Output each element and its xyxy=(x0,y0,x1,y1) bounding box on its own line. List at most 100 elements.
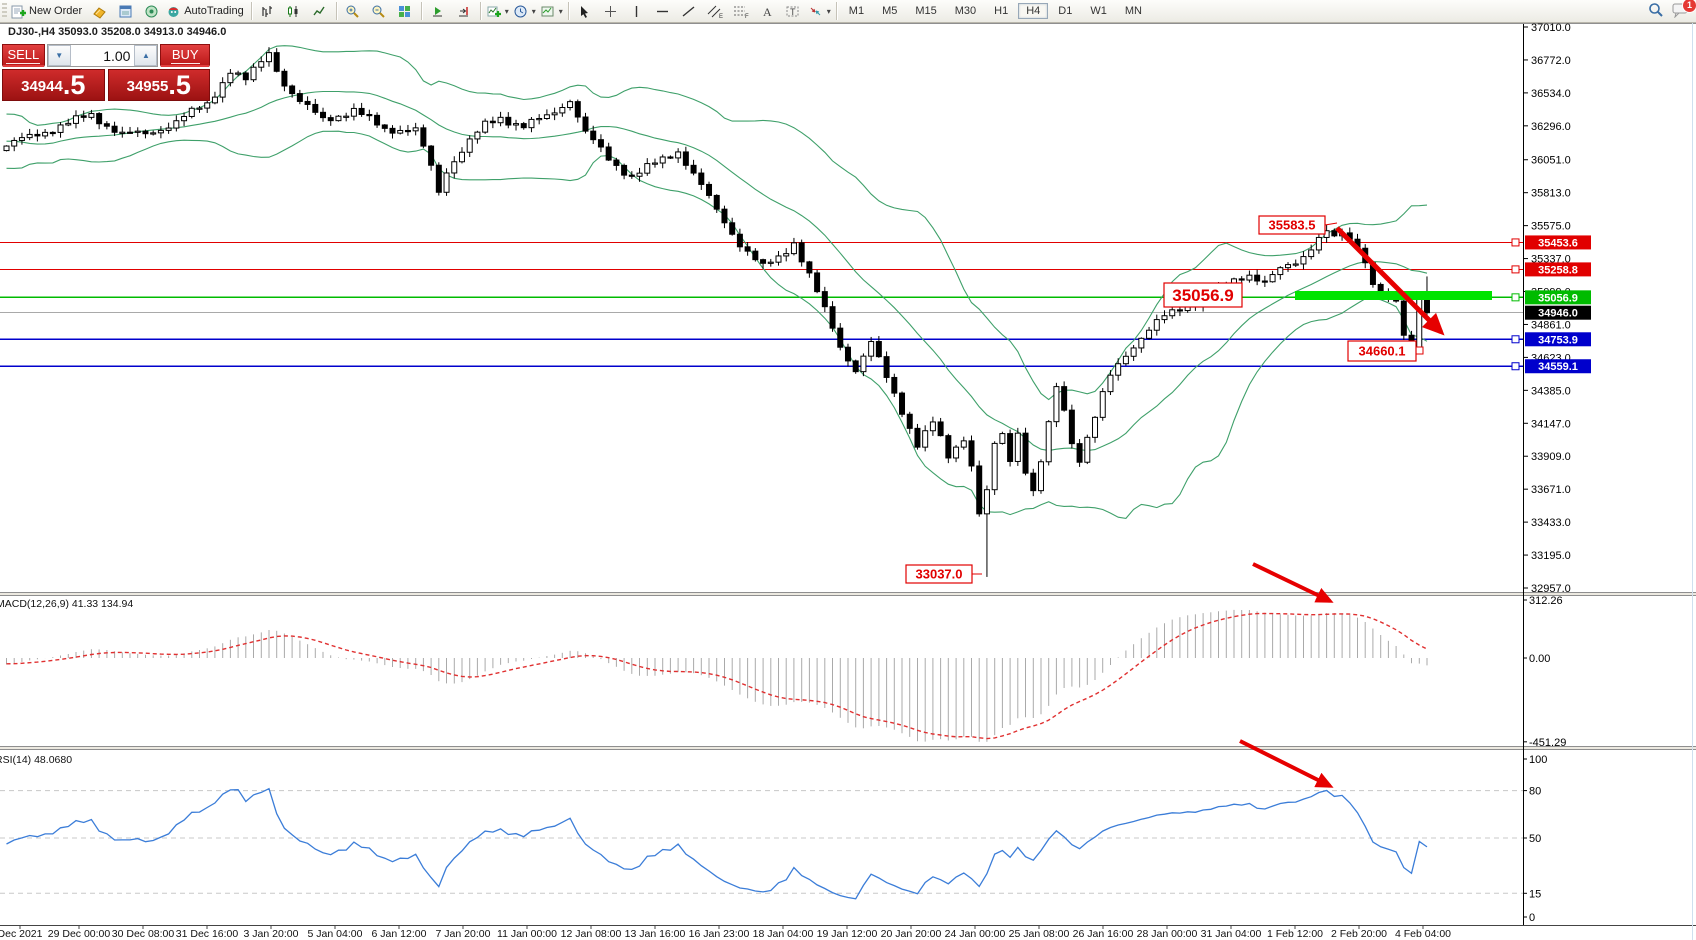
svg-text:28 Jan 00:00: 28 Jan 00:00 xyxy=(1137,928,1198,940)
equidistant-channel-tool-button[interactable]: E xyxy=(702,1,728,21)
text-tool-button[interactable]: A xyxy=(754,1,780,21)
price-axis[interactable]: 37010.0 36772.0 36534.0 36296.0 36051.0 35813… xyxy=(1523,22,1571,924)
svg-text:35583.5: 35583.5 xyxy=(1269,218,1316,233)
crosshair-tool-button[interactable] xyxy=(598,1,624,21)
navigator-button[interactable] xyxy=(138,1,164,21)
svg-text:0.00: 0.00 xyxy=(1529,653,1550,665)
axis-badge-34559.1 xyxy=(1525,359,1591,374)
support-zone-highlight[interactable] xyxy=(1295,291,1492,300)
notifications-button[interactable]: 1 xyxy=(1672,0,1696,21)
price-annotation-33037.0 xyxy=(905,564,973,584)
line-chart-button[interactable] xyxy=(307,1,333,21)
arrows-tool-button[interactable]: ▾ xyxy=(806,1,833,21)
buy-price-display[interactable]: 34955 .5 xyxy=(107,69,210,101)
timeframe-M15[interactable]: M15 xyxy=(915,5,937,17)
new-order-button[interactable]: New Order xyxy=(9,1,86,21)
symbols-icon xyxy=(92,4,107,19)
bar-chart-button[interactable] xyxy=(255,1,281,21)
vertical-line-tool-button[interactable] xyxy=(624,1,650,21)
autotrading-label: AutoTrading xyxy=(184,5,244,17)
timeframe-MN[interactable]: MN xyxy=(1124,5,1142,17)
svg-text:15: 15 xyxy=(1529,888,1541,900)
fibonacci-icon: F xyxy=(733,4,749,19)
svg-text:34861.0: 34861.0 xyxy=(1531,319,1571,331)
svg-text:35056.9: 35056.9 xyxy=(1538,292,1578,304)
toolbar: New Order AutoTrading xyxy=(0,0,1696,23)
svg-text:36296.0: 36296.0 xyxy=(1531,121,1571,133)
macd-panel[interactable] xyxy=(6,609,1428,742)
axis-badge-35453.6 xyxy=(1525,235,1591,250)
market-watch-button[interactable] xyxy=(112,1,138,21)
volume-increase-button[interactable]: ▲ xyxy=(134,45,158,66)
chart-annotations[interactable]: 35583.5 35056.9 34660.1 33037.0 xyxy=(905,215,1424,584)
auto-scroll-button[interactable] xyxy=(425,1,451,21)
periods-dropdown-caret: ▾ xyxy=(531,6,536,16)
line-chart-icon xyxy=(312,4,327,19)
sell-price-frac: .5 xyxy=(62,70,86,100)
trend-arrow-2[interactable] xyxy=(1252,562,1334,603)
text-label-icon: T xyxy=(785,4,800,19)
svg-text:35258.8: 35258.8 xyxy=(1538,264,1578,276)
new-order-icon xyxy=(11,4,26,19)
price-annotation-34660.1 xyxy=(1347,340,1417,362)
arrows-dropdown-caret: ▾ xyxy=(826,6,831,16)
svg-text:32957.0: 32957.0 xyxy=(1531,583,1571,595)
text-label-tool-button[interactable]: T xyxy=(780,1,806,21)
svg-text:34385.0: 34385.0 xyxy=(1531,385,1571,397)
tile-windows-button[interactable] xyxy=(392,1,418,21)
toolbar-grip[interactable] xyxy=(2,3,7,19)
sell-price-display[interactable]: 34944 .5 xyxy=(2,69,105,101)
fibonacci-tool-button[interactable]: F xyxy=(728,1,754,21)
timeframe-D1[interactable]: D1 xyxy=(1058,5,1073,17)
volume-input[interactable] xyxy=(70,45,135,66)
svg-text:11 Jan 00:00: 11 Jan 00:00 xyxy=(497,928,557,940)
zoom-out-button[interactable] xyxy=(366,1,392,21)
sell-price-int: 34944 xyxy=(21,78,63,95)
timeframe-H1[interactable]: H1 xyxy=(994,5,1009,17)
svg-text:16 Jan 23:00: 16 Jan 23:00 xyxy=(689,928,750,940)
buy-button[interactable]: BUY xyxy=(160,44,210,67)
svg-text:34559.1: 34559.1 xyxy=(1538,361,1578,373)
current-price-badge xyxy=(1525,305,1591,320)
templates-button[interactable]: ▾ xyxy=(538,1,565,21)
sell-button[interactable]: SELL xyxy=(2,44,45,67)
timeframe-M1[interactable]: M1 xyxy=(848,5,865,17)
volume-decrease-button[interactable]: ▼ xyxy=(47,45,71,66)
search-icon[interactable] xyxy=(1648,2,1664,21)
chart-shift-button[interactable] xyxy=(451,1,477,21)
timeframe-W1[interactable]: W1 xyxy=(1090,5,1107,17)
svg-text:36534.0: 36534.0 xyxy=(1531,88,1571,100)
horizontal-line-tool-button[interactable] xyxy=(650,1,676,21)
timeframe-M5[interactable]: M5 xyxy=(882,5,898,17)
svg-text:20 Jan 20:00: 20 Jan 20:00 xyxy=(881,928,942,940)
periods-button[interactable]: ▾ xyxy=(511,1,538,21)
candlestick-button[interactable] xyxy=(281,1,307,21)
svg-text:F: F xyxy=(745,14,749,19)
templates-icon xyxy=(540,4,555,19)
rsi-panel[interactable] xyxy=(0,787,1523,900)
axis-badge-34753.9 xyxy=(1525,332,1591,347)
chart-shift-icon xyxy=(456,4,471,19)
time-axis[interactable]: Dec 2021 29 Dec 00:00 30 Dec 08:00 31 Dec 1… xyxy=(0,925,1451,940)
timeframe-M30[interactable]: M30 xyxy=(954,5,977,17)
cursor-tool-button[interactable] xyxy=(572,1,598,21)
chart-ohlc-header: DJ30-,H4 35093.0 35208.0 34913.0 34946.0 xyxy=(8,26,227,38)
trend-arrow-1[interactable] xyxy=(1335,226,1445,336)
crosshair-icon xyxy=(603,4,618,19)
trendline-icon xyxy=(681,4,696,19)
zoom-out-icon xyxy=(371,4,386,19)
price-level-lines[interactable] xyxy=(0,241,1523,367)
price-axis-badges: 35453.6 35258.8 35056.9 34753.9 34559.1 34946… xyxy=(1511,235,1591,374)
svg-text:2 Feb 20:00: 2 Feb 20:00 xyxy=(1331,928,1387,940)
zoom-in-button[interactable] xyxy=(340,1,366,21)
trendline-tool-button[interactable] xyxy=(676,1,702,21)
autotrading-button[interactable]: AutoTrading xyxy=(164,1,248,21)
timeframe-H4[interactable]: H4 xyxy=(1018,3,1049,19)
indicators-button[interactable]: ▾ xyxy=(484,1,511,21)
autotrading-icon xyxy=(166,4,181,19)
symbols-button[interactable] xyxy=(86,1,112,21)
price-annotation-35056.9 xyxy=(1163,282,1243,308)
trend-arrow-3[interactable] xyxy=(1239,739,1334,788)
